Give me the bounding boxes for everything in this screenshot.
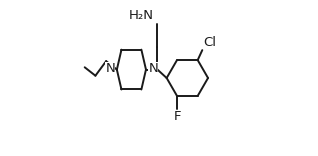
Text: N: N — [148, 62, 158, 75]
Text: H₂N: H₂N — [129, 9, 154, 22]
Text: N: N — [105, 62, 115, 75]
Text: Cl: Cl — [203, 36, 216, 49]
Text: F: F — [173, 110, 181, 123]
